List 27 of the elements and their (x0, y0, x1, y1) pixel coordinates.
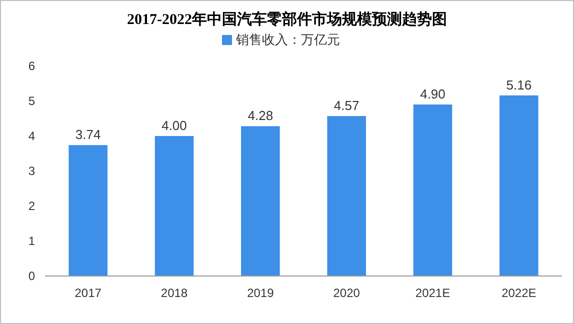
x-tick-label: 2022E (502, 286, 536, 300)
y-tick-label: 2 (28, 199, 36, 213)
data-label: 4.57 (334, 98, 360, 114)
chart-title: 2017-2022年中国汽车零部件市场规模预测趋势图 (127, 10, 447, 28)
x-tick-label: 2018 (160, 286, 188, 300)
data-label: 4.00 (162, 118, 187, 133)
x-tick-label: 2017 (74, 286, 102, 300)
y-tick-label: 5 (28, 94, 36, 108)
bar (154, 136, 194, 276)
bar (241, 126, 280, 276)
legend: 销售收入：万亿元 (222, 32, 340, 47)
data-label: 5.16 (506, 77, 532, 92)
bar (68, 145, 108, 276)
bar (413, 104, 452, 276)
y-tick-label: 4 (28, 129, 36, 143)
y-tick-label: 6 (28, 59, 36, 73)
y-tick-label: 3 (28, 164, 36, 178)
data-label: 3.74 (75, 127, 101, 142)
y-tick-label: 1 (28, 234, 36, 248)
bar (327, 116, 366, 276)
y-tick-label: 0 (28, 269, 36, 283)
x-tick-label: 2021E (415, 286, 450, 300)
x-tick-label: 2020 (333, 286, 360, 300)
data-label: 4.28 (248, 108, 274, 124)
data-label: 4.90 (420, 86, 446, 102)
x-tick-label: 2019 (247, 286, 274, 300)
bar (500, 95, 538, 276)
